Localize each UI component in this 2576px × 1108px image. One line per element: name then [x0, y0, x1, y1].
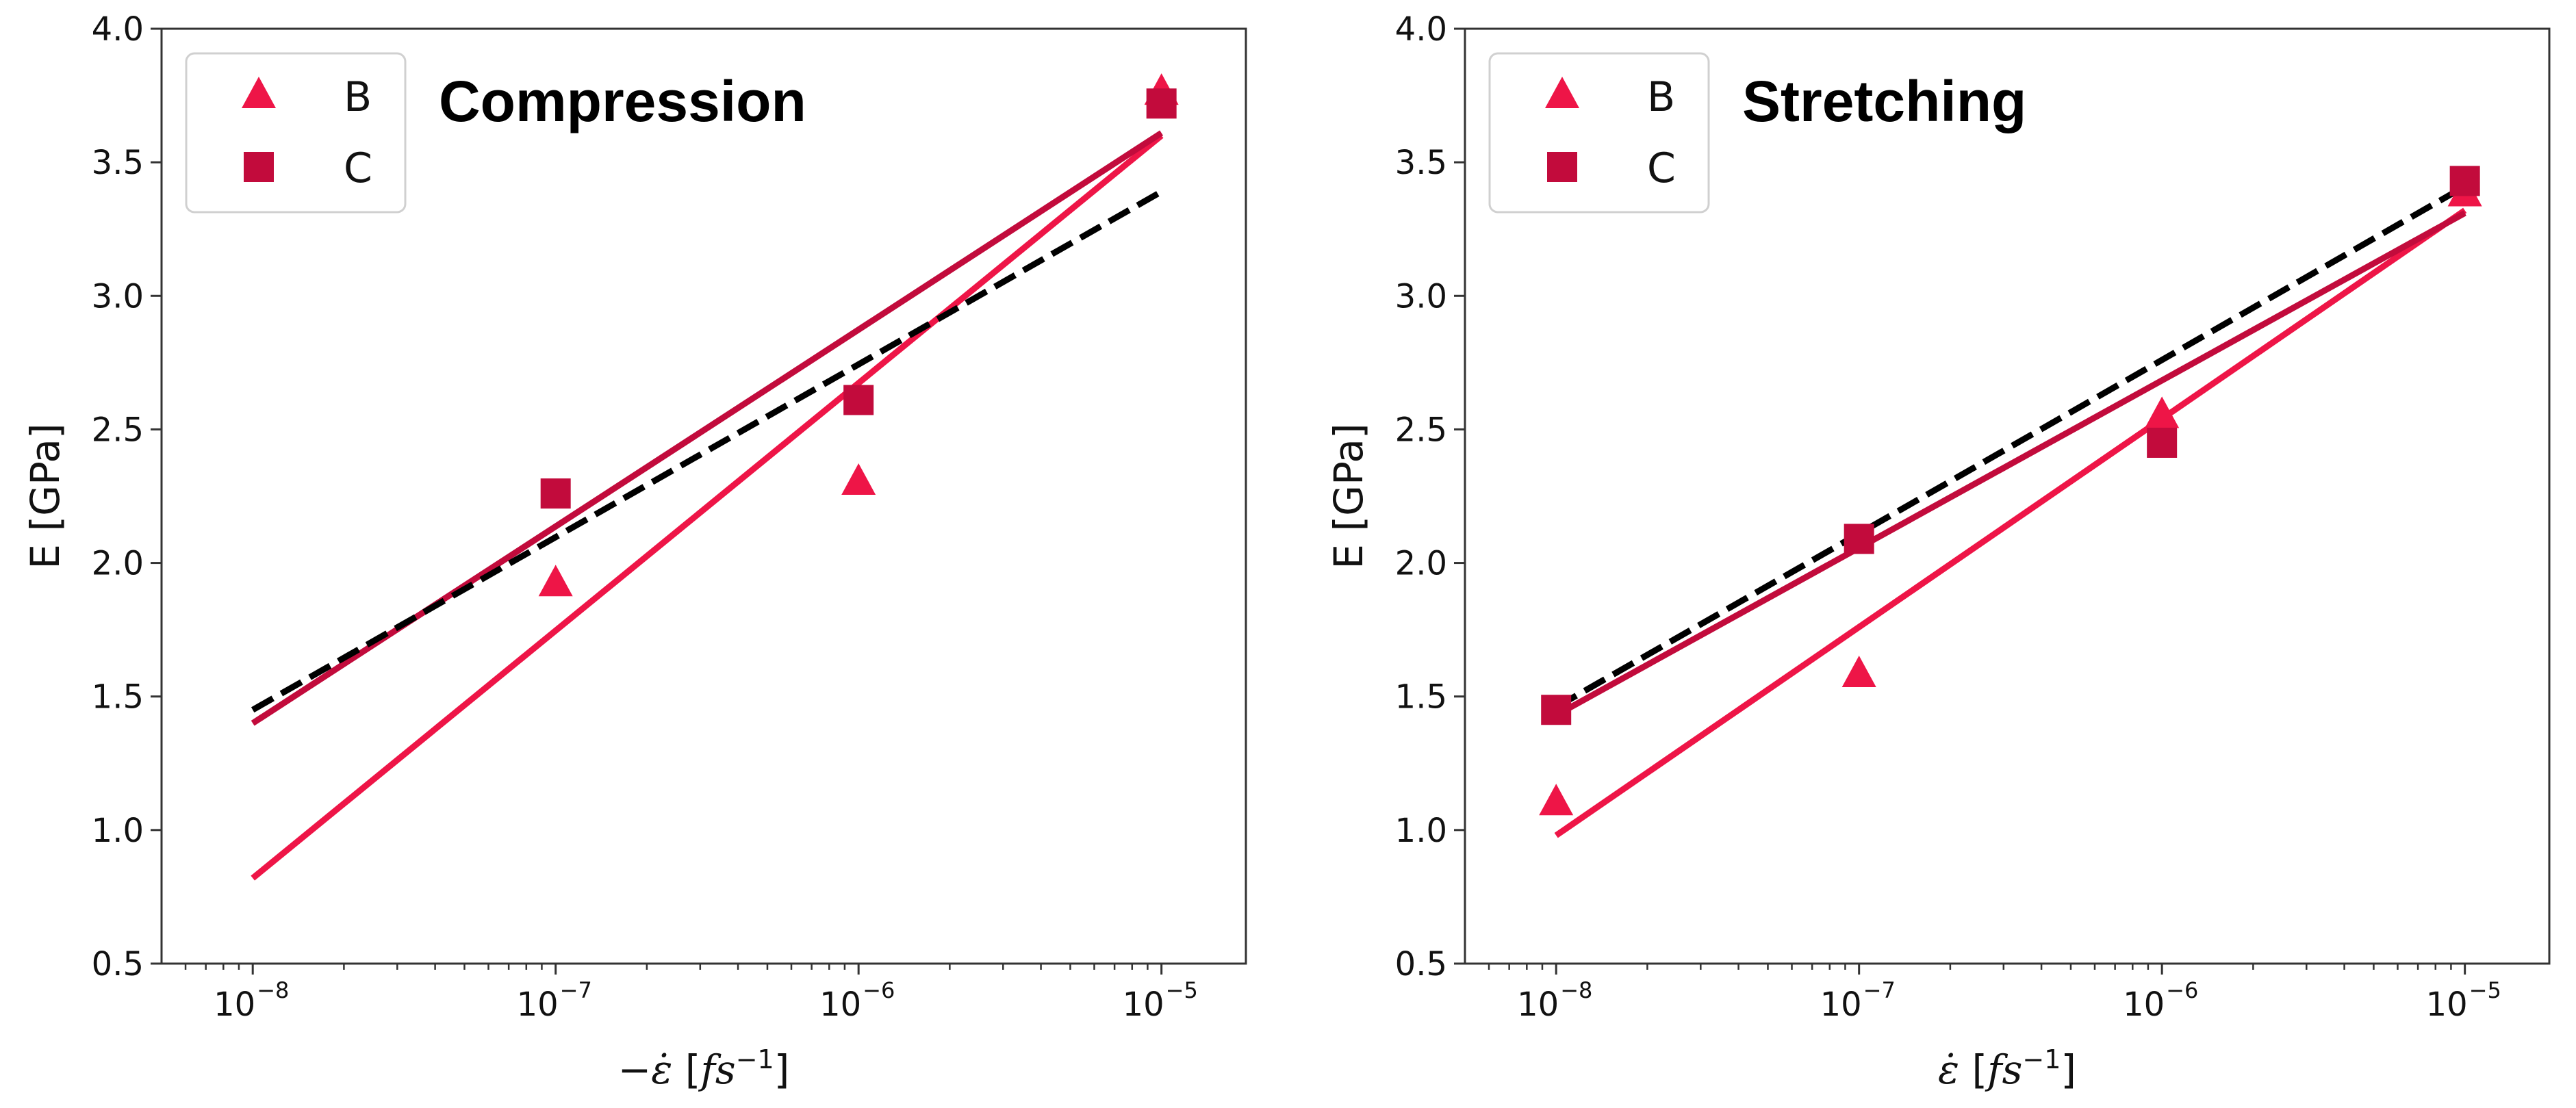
- x-tick-label-exponent: −5: [1166, 977, 1198, 1003]
- x-tick-label-base: 10: [517, 985, 559, 1024]
- y-tick-label: 0.5: [92, 945, 144, 983]
- x-tick-label-exponent: −5: [2469, 977, 2501, 1003]
- x-tick-label-base: 10: [819, 985, 861, 1024]
- data-point-c: [843, 385, 874, 415]
- x-axis-label-unit: fs: [698, 1046, 735, 1093]
- y-tick-label: 3.0: [92, 277, 144, 315]
- plot-frame: [160, 27, 1247, 965]
- y-tick-label: 4.0: [92, 10, 144, 49]
- fit-line-b: [1554, 207, 2467, 838]
- fit-line-all: [251, 189, 1163, 713]
- data-point-b: [538, 565, 573, 597]
- data-point-c: [2449, 166, 2480, 196]
- y-axis-label: E [GPa]: [22, 423, 68, 569]
- y-tick-label: 3.0: [1395, 277, 1447, 315]
- x-tick-label-base: 10: [2123, 985, 2165, 1024]
- compression-panel: 0.51.01.52.02.53.03.54.010 −8 10 −7 10 −6 10 −5…: [22, 10, 1247, 1093]
- y-axis-label: E [GPa]: [1325, 423, 1372, 569]
- data-point-b: [1841, 655, 1876, 687]
- legend-marker-b: [242, 77, 276, 108]
- x-tick-label-base: 10: [2426, 985, 2468, 1024]
- x-tick-label-base: 10: [214, 985, 255, 1024]
- x-tick-label-base: 10: [1820, 985, 1862, 1024]
- legend-marker-c: [1547, 152, 1577, 182]
- x-axis-label-symbol: ε̇: [651, 1046, 672, 1093]
- data-point-c: [1146, 88, 1177, 119]
- fit-line-b: [251, 133, 1164, 881]
- data-point-c: [1844, 524, 1874, 554]
- data-point-b: [841, 463, 876, 495]
- plot-frame: [1464, 27, 2551, 965]
- data-point-b: [1539, 784, 1574, 816]
- legend-marker-b: [1545, 77, 1579, 108]
- stretching-panel: 0.51.01.52.02.53.03.54.010 −8 10 −7 10 −6 10 −5…: [1325, 10, 2551, 1093]
- x-axis-label-unit-exp: −1: [736, 1044, 774, 1074]
- x-axis-label-symbol: ε̇: [1938, 1046, 1959, 1093]
- x-tick-label-base: 10: [1123, 985, 1164, 1024]
- y-tick-label: 3.5: [1395, 144, 1447, 182]
- legend-label-b: B: [344, 73, 372, 121]
- legend-box: [1488, 52, 1710, 214]
- x-tick-label-exponent: −6: [863, 977, 895, 1003]
- x-axis-label: −ε̇ [fs−1]: [618, 1044, 790, 1093]
- x-axis-label-unit-open: [: [1959, 1046, 1987, 1093]
- legend-box: [185, 52, 407, 214]
- x-tick-label-exponent: −7: [560, 977, 592, 1003]
- chart-title: Stretching: [1742, 69, 2026, 133]
- x-axis-label-unit-close: ]: [2061, 1046, 2076, 1093]
- legend-label-b: B: [1647, 73, 1675, 121]
- data-point-b: [2145, 396, 2180, 428]
- x-axis-label: ε̇ [fs−1]: [1938, 1044, 2076, 1093]
- x-tick-label-base: 10: [1517, 985, 1559, 1024]
- y-tick-label: 2.0: [92, 545, 144, 583]
- y-tick-label: 2.5: [1395, 411, 1447, 449]
- legend-label-c: C: [1647, 144, 1676, 192]
- y-tick-label: 4.0: [1395, 10, 1447, 49]
- x-axis-label-unit-close: ]: [774, 1046, 790, 1093]
- x-tick-label-exponent: −8: [1560, 977, 1592, 1003]
- y-tick-label: 3.5: [92, 144, 144, 182]
- data-point-c: [2147, 427, 2178, 458]
- x-axis-label-unit: fs: [1985, 1046, 2022, 1093]
- x-axis-label-unit-exp: −1: [2022, 1044, 2061, 1074]
- data-point-c: [540, 478, 571, 509]
- legend-marker-c: [244, 152, 274, 182]
- y-tick-label: 2.0: [1395, 545, 1447, 583]
- fit-line-c: [251, 130, 1164, 726]
- x-tick-label-exponent: −7: [1863, 977, 1896, 1003]
- fit-line-c: [1555, 210, 2466, 718]
- x-axis-label-prefix: −: [618, 1046, 652, 1093]
- x-tick-label-exponent: −8: [257, 977, 289, 1003]
- fit-line-all: [1554, 183, 2466, 710]
- y-tick-label: 0.5: [1395, 945, 1447, 983]
- y-tick-label: 1.5: [92, 678, 144, 717]
- legend-label-c: C: [344, 144, 372, 192]
- x-tick-label-exponent: −6: [2166, 977, 2198, 1003]
- chart-title: Compression: [439, 69, 806, 133]
- x-axis-label-unit-open: [: [672, 1046, 700, 1093]
- data-point-c: [1541, 695, 1572, 725]
- y-tick-label: 2.5: [92, 411, 144, 449]
- y-tick-label: 1.5: [1395, 678, 1447, 717]
- y-tick-label: 1.0: [92, 812, 144, 850]
- y-tick-label: 1.0: [1395, 812, 1447, 850]
